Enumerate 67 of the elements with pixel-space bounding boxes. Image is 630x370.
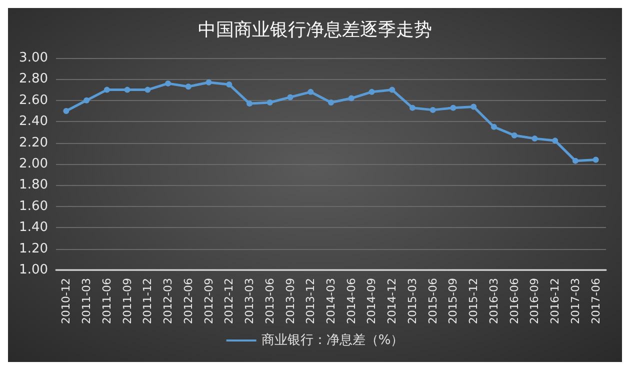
x-tick-label: 2012-03 bbox=[162, 278, 175, 324]
point bbox=[226, 82, 232, 88]
point bbox=[430, 106, 436, 113]
point bbox=[592, 156, 599, 163]
point bbox=[470, 104, 477, 110]
x-tick-label: 2013-06 bbox=[263, 278, 276, 324]
x-tick-label: 2012-12 bbox=[222, 278, 236, 324]
point bbox=[328, 100, 334, 106]
y-tick-label: 1.00 bbox=[19, 262, 48, 278]
y-tick-label: 1.40 bbox=[19, 220, 48, 236]
point bbox=[84, 97, 90, 104]
y-tick-label: 1.60 bbox=[19, 198, 48, 214]
x-tick-label: 2017-03 bbox=[568, 278, 582, 324]
point bbox=[246, 100, 253, 107]
point bbox=[572, 158, 578, 164]
x-tick-label: 2012-09 bbox=[202, 278, 216, 324]
x-tick-label: 2015-06 bbox=[426, 278, 440, 324]
point bbox=[308, 88, 314, 95]
x-tick-label: 2014-03 bbox=[324, 278, 338, 324]
y-tick-label: 2.80 bbox=[19, 72, 48, 87]
chart-title: 中国商业银行净息差逐季走势 bbox=[198, 20, 432, 40]
x-tick-label: 2011-12 bbox=[141, 278, 154, 324]
x-tick-label: 2010-12 bbox=[60, 278, 73, 324]
x-tick-label: 2016-12 bbox=[548, 278, 562, 324]
point bbox=[511, 132, 518, 138]
y-tick-label: 1.20 bbox=[19, 241, 48, 256]
x-tick-label: 2016-06 bbox=[508, 278, 521, 324]
y-tick-label: 1.80 bbox=[19, 178, 48, 193]
x-tick-label: 2016-09 bbox=[528, 278, 542, 324]
point bbox=[552, 138, 558, 144]
point bbox=[165, 80, 172, 86]
point bbox=[490, 124, 497, 130]
x-tick-label: 2015-12 bbox=[467, 278, 480, 324]
point bbox=[348, 95, 354, 102]
point bbox=[206, 79, 212, 86]
x-tick-label: 2015-03 bbox=[406, 278, 419, 324]
point bbox=[450, 104, 456, 111]
x-tick-label: 2014-06 bbox=[344, 278, 358, 324]
x-tick-label: 2011-06 bbox=[100, 278, 114, 324]
y-tick-label: 2.60 bbox=[19, 92, 48, 108]
point bbox=[287, 94, 294, 100]
legend-label: 商业银行：净息差（%） bbox=[261, 333, 404, 348]
x-tick-label: 2013-12 bbox=[304, 278, 318, 324]
x-tick-label: 2014-12 bbox=[386, 278, 399, 324]
point bbox=[266, 100, 273, 106]
y-tick-label: 2.00 bbox=[19, 156, 48, 172]
x-tick-label: 2011-09 bbox=[120, 278, 134, 324]
point bbox=[409, 104, 416, 111]
x-tick-label: 2015-09 bbox=[446, 278, 460, 324]
x-tick-label: 2017-06 bbox=[589, 278, 602, 324]
point bbox=[532, 136, 538, 142]
y-tick-label: 3.00 bbox=[19, 50, 48, 66]
x-tick-label: 2014-09 bbox=[365, 278, 378, 324]
x-tick-label: 2012-06 bbox=[182, 278, 195, 324]
point bbox=[368, 88, 375, 95]
point bbox=[144, 86, 151, 93]
point bbox=[63, 108, 70, 114]
y-tick-label: 2.40 bbox=[19, 114, 48, 130]
x-tick-label: 2016-03 bbox=[487, 278, 500, 324]
x-tick-label: 2011-03 bbox=[80, 278, 94, 324]
point bbox=[124, 86, 130, 93]
x-tick-label: 2013-03 bbox=[243, 278, 256, 324]
y-tick-label: 2.20 bbox=[19, 135, 48, 150]
point bbox=[104, 86, 110, 93]
x-tick-label: 2013-09 bbox=[284, 278, 297, 324]
point bbox=[185, 84, 192, 90]
point bbox=[389, 86, 396, 93]
